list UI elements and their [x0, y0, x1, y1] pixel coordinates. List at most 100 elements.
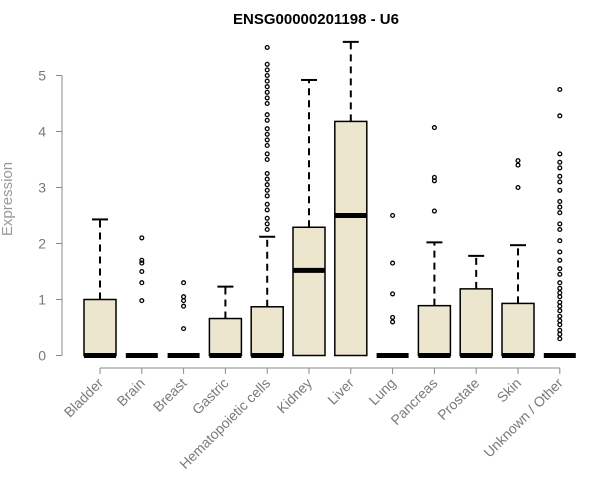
outlier-point [557, 221, 563, 227]
outlier-point [181, 280, 187, 286]
outlier-point [557, 271, 563, 277]
x-tick-label: Prostate [434, 375, 482, 423]
outlier-point [264, 193, 270, 199]
y-tick-label: 3 [38, 180, 46, 196]
outlier-point [557, 204, 563, 210]
outlier-point [557, 313, 563, 319]
outlier-point [264, 112, 270, 118]
y-tick-label: 0 [38, 348, 46, 364]
outlier-point [264, 207, 270, 213]
y-tick-label: 4 [38, 124, 46, 140]
x-tick-label: Breast [150, 375, 190, 415]
outlier-point [264, 151, 270, 157]
outlier-point [557, 322, 563, 328]
outlier-point [264, 137, 270, 143]
y-axis-label: Expression [0, 162, 16, 236]
box-group [83, 218, 117, 358]
outlier-point [139, 268, 145, 275]
outlier-point [557, 308, 563, 314]
outlier-point [557, 294, 563, 300]
outlier-point [557, 198, 563, 205]
outlier-point [557, 299, 563, 305]
outlier-point [390, 314, 396, 320]
outlier-point [431, 208, 437, 214]
outlier-point [181, 326, 187, 332]
box-iqr [83, 298, 117, 357]
y-tick-label: 5 [38, 68, 46, 84]
outlier-point [139, 235, 145, 241]
outlier-point [264, 142, 270, 149]
box-iqr [334, 120, 368, 357]
outlier-point [390, 291, 396, 297]
box-iqr [501, 302, 535, 357]
box-group [376, 212, 409, 358]
outlier-point [557, 336, 563, 342]
outlier-point [139, 257, 145, 263]
outlier-point [557, 86, 563, 93]
box-group [334, 40, 368, 357]
chart-title: ENSG00000201198 - U6 [233, 11, 399, 28]
outlier-point [557, 257, 563, 263]
x-tick-label: Brain [113, 375, 147, 409]
outlier-point [181, 294, 187, 300]
outlier-point [264, 201, 270, 207]
outlier-point [557, 238, 563, 244]
outlier-point [557, 187, 563, 193]
box-group [292, 78, 326, 357]
outlier-point [264, 156, 270, 163]
outlier-point [557, 303, 563, 309]
outlier-point [139, 260, 145, 266]
outlier-point [515, 162, 521, 168]
box-iqr [459, 288, 493, 357]
outlier-point [557, 318, 563, 324]
boxes-layer [83, 40, 576, 358]
box-group [125, 235, 158, 358]
outlier-point [557, 280, 563, 286]
y-axis: 0 1 2 3 4 5 [38, 68, 63, 364]
box-group [417, 125, 452, 358]
outlier-point [557, 165, 563, 171]
outlier-point [264, 187, 270, 193]
outlier-point [390, 319, 396, 325]
outlier-point [557, 327, 563, 333]
outlier-point [264, 126, 270, 132]
outlier-point [264, 170, 270, 177]
outlier-point [181, 298, 187, 304]
box-group [459, 254, 493, 358]
x-tick-label: Unknown / Other [480, 375, 566, 461]
box-group [501, 158, 535, 358]
outlier-point [264, 221, 270, 227]
outlier-point [264, 131, 270, 137]
x-tick-label: Liver [324, 375, 357, 408]
box-iqr [417, 304, 452, 357]
outlier-point [515, 158, 521, 164]
outlier-point [264, 182, 270, 188]
box-iqr [292, 226, 326, 357]
outlier-point [557, 285, 563, 291]
outlier-point [264, 61, 270, 67]
box-group [250, 44, 284, 358]
outlier-point [139, 298, 145, 304]
outlier-point [181, 303, 187, 309]
box-iqr [250, 306, 284, 357]
outlier-point [264, 100, 270, 107]
x-tick-label: Kidney [274, 375, 316, 417]
outlier-point [557, 210, 563, 216]
x-tick-label: Bladder [61, 375, 107, 421]
outlier-point [264, 78, 270, 84]
outlier-point [264, 117, 270, 123]
outlier-point [557, 290, 563, 296]
y-tick-label: 1 [38, 292, 46, 308]
outlier-point [557, 159, 563, 165]
outlier-point [557, 151, 563, 157]
outlier-point [557, 266, 563, 272]
outlier-point [264, 89, 270, 95]
outlier-point [557, 173, 563, 179]
x-tick-label: Skin [494, 375, 525, 406]
outlier-point [390, 212, 396, 219]
outlier-point [557, 179, 563, 185]
outlier-point [264, 44, 270, 51]
outlier-point [431, 125, 437, 131]
